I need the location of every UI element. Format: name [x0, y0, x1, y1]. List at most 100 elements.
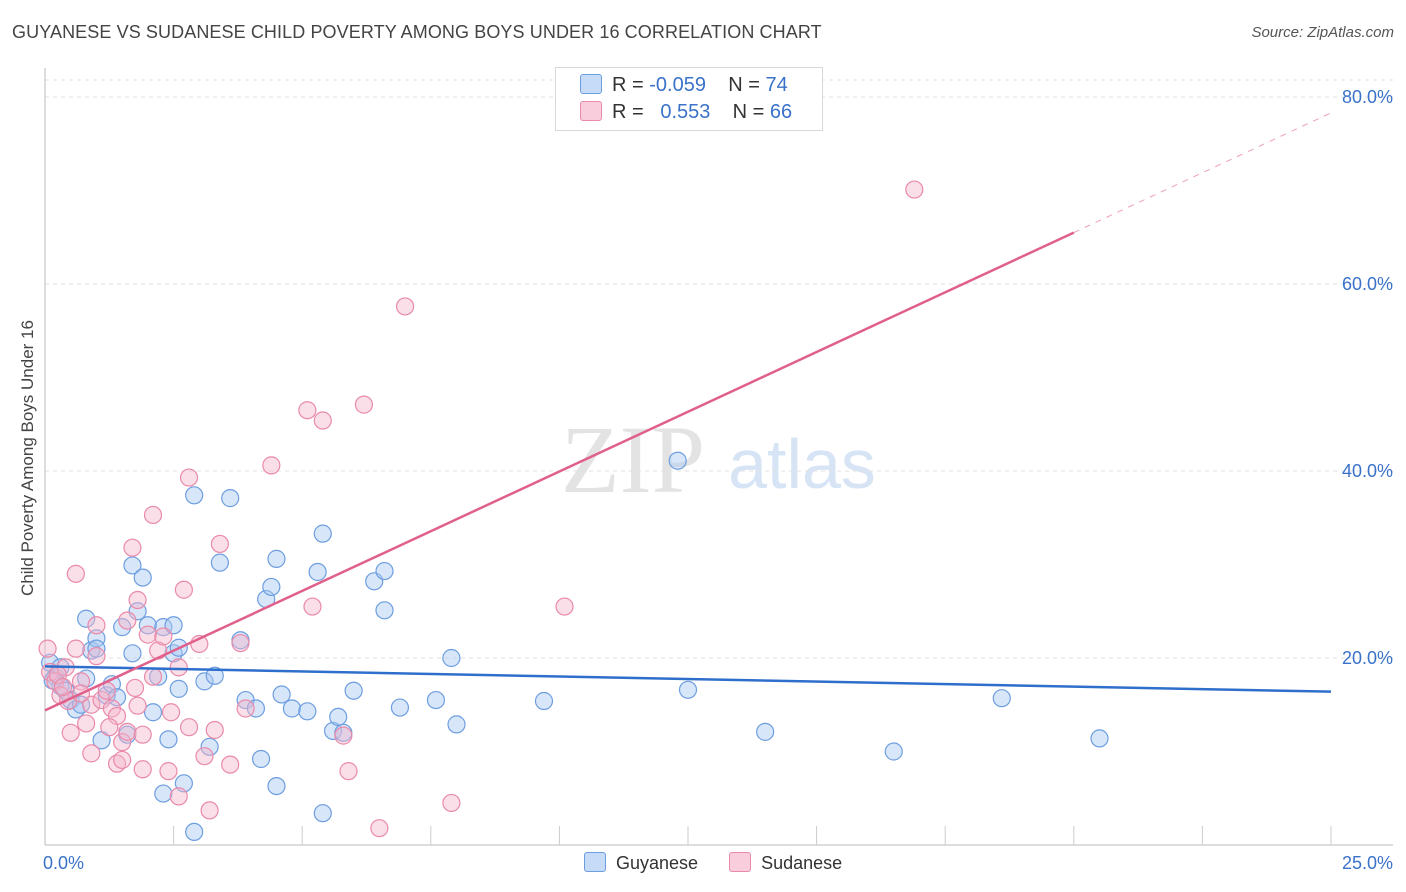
sudanese-point	[210, 534, 229, 554]
sudanese-point	[169, 787, 188, 806]
series-legend: Guyanese Sudanese	[584, 852, 868, 874]
guyanese-point	[200, 737, 219, 756]
sudanese-point	[169, 658, 188, 677]
sudanese-point	[179, 468, 199, 487]
sudanese-point	[334, 726, 353, 745]
tick-labels: 20.0% 40.0% 60.0% 80.0% 0.0% 25.0%	[43, 87, 1393, 873]
legend-item-guyanese: Guyanese	[584, 852, 698, 874]
sudanese-point	[221, 755, 240, 774]
r-label: R =	[612, 101, 644, 123]
gridlines	[45, 79, 1393, 659]
sudanese-point	[179, 718, 199, 737]
sudanese-point	[133, 725, 152, 744]
sudanese-point	[154, 627, 173, 646]
guyanese-point	[77, 609, 96, 628]
y-tick-label: 20.0%	[1342, 648, 1393, 668]
trend-lines	[44, 112, 1332, 712]
sudanese-point	[87, 647, 106, 666]
source-label: Source: ZipAtlas.com	[1251, 24, 1394, 41]
guyanese-point	[992, 689, 1011, 708]
guyanese-point	[262, 577, 281, 597]
sudanese-point	[66, 564, 85, 583]
sudanese-points	[38, 180, 924, 838]
sudanese-point	[174, 580, 193, 599]
r-value: 0.553	[660, 101, 711, 123]
stats-legend: R = -0.059 N = 74 R = 0.553 N = 66	[555, 67, 823, 131]
guyanese-point	[169, 679, 188, 698]
guyanese-point	[390, 698, 410, 717]
guyanese-point	[756, 722, 775, 741]
watermark-atlas: atlas	[728, 425, 876, 503]
guyanese-point	[678, 680, 698, 699]
n-label: N =	[732, 101, 765, 123]
sudanese-point	[231, 633, 250, 653]
n-value: 74	[765, 74, 788, 96]
sudanese-point	[339, 762, 358, 781]
sudanese-point	[38, 639, 57, 658]
sudanese-trend-line	[44, 231, 1075, 712]
sudanese-point	[87, 616, 106, 635]
sudanese-point	[161, 703, 181, 722]
sudanese-trend-extension	[1073, 112, 1332, 234]
guyanese-point	[123, 556, 142, 575]
guyanese-point	[313, 524, 332, 543]
guyanese-point	[308, 562, 327, 582]
sudanese-point	[262, 456, 281, 475]
guyanese-point	[251, 749, 271, 769]
sudanese-point	[118, 611, 137, 630]
guyanese-point	[272, 685, 291, 704]
sudanese-point	[905, 180, 924, 199]
guyanese-point	[375, 601, 394, 620]
guyanese-point	[205, 666, 224, 685]
sudanese-point	[200, 801, 219, 820]
guyanese-point	[154, 784, 173, 803]
y-tick-label: 60.0%	[1342, 274, 1393, 294]
sudanese-point	[123, 538, 142, 557]
sudanese-point	[442, 793, 461, 813]
sudanese-point	[143, 667, 163, 686]
x-tick-label: 0.0%	[43, 853, 84, 873]
sudanese-point	[555, 597, 574, 616]
sudanese-point	[133, 760, 152, 779]
sudanese-point	[82, 695, 101, 714]
sudanese-swatch	[729, 852, 752, 872]
n-label: N =	[728, 74, 760, 96]
guyanese-point	[87, 639, 106, 658]
y-tick-label: 80.0%	[1342, 87, 1393, 107]
guyanese-point	[313, 804, 332, 823]
guyanese-point	[668, 451, 687, 470]
sudanese-point	[354, 395, 374, 414]
sudanese-point	[159, 762, 178, 781]
sudanese-swatch	[580, 101, 602, 121]
r-value: -0.059	[649, 74, 706, 96]
guyanese-point	[143, 703, 163, 722]
guyanese-point	[442, 648, 461, 668]
stats-row-sudanese: R = 0.553 N = 66	[580, 101, 792, 125]
sudanese-point	[66, 639, 85, 658]
guyanese-point	[344, 681, 363, 700]
sudanese-point	[118, 722, 137, 741]
guyanese-point	[246, 699, 266, 718]
y-tick-label: 40.0%	[1342, 461, 1393, 481]
chart-title: GUYANESE VS SUDANESE CHILD POVERTY AMONG…	[12, 22, 822, 42]
sudanese-point	[125, 678, 145, 698]
sudanese-point	[236, 699, 255, 718]
guyanese-point	[267, 776, 286, 796]
guyanese-point	[159, 730, 178, 749]
guyanese-point	[221, 489, 240, 508]
guyanese-point	[534, 691, 554, 711]
guyanese-point	[282, 699, 302, 718]
sudanese-point	[100, 718, 119, 737]
guyanese-point	[1090, 729, 1109, 748]
guyanese-point	[185, 822, 204, 842]
sudanese-point	[205, 720, 224, 740]
sudanese-point	[82, 744, 101, 763]
guyanese-point	[133, 568, 152, 587]
sudanese-point	[298, 401, 317, 420]
sudanese-point	[303, 597, 322, 616]
guyanese-swatch	[584, 852, 606, 872]
guyanese-point	[329, 707, 348, 727]
sudanese-point	[313, 411, 332, 430]
guyanese-point	[185, 486, 204, 505]
